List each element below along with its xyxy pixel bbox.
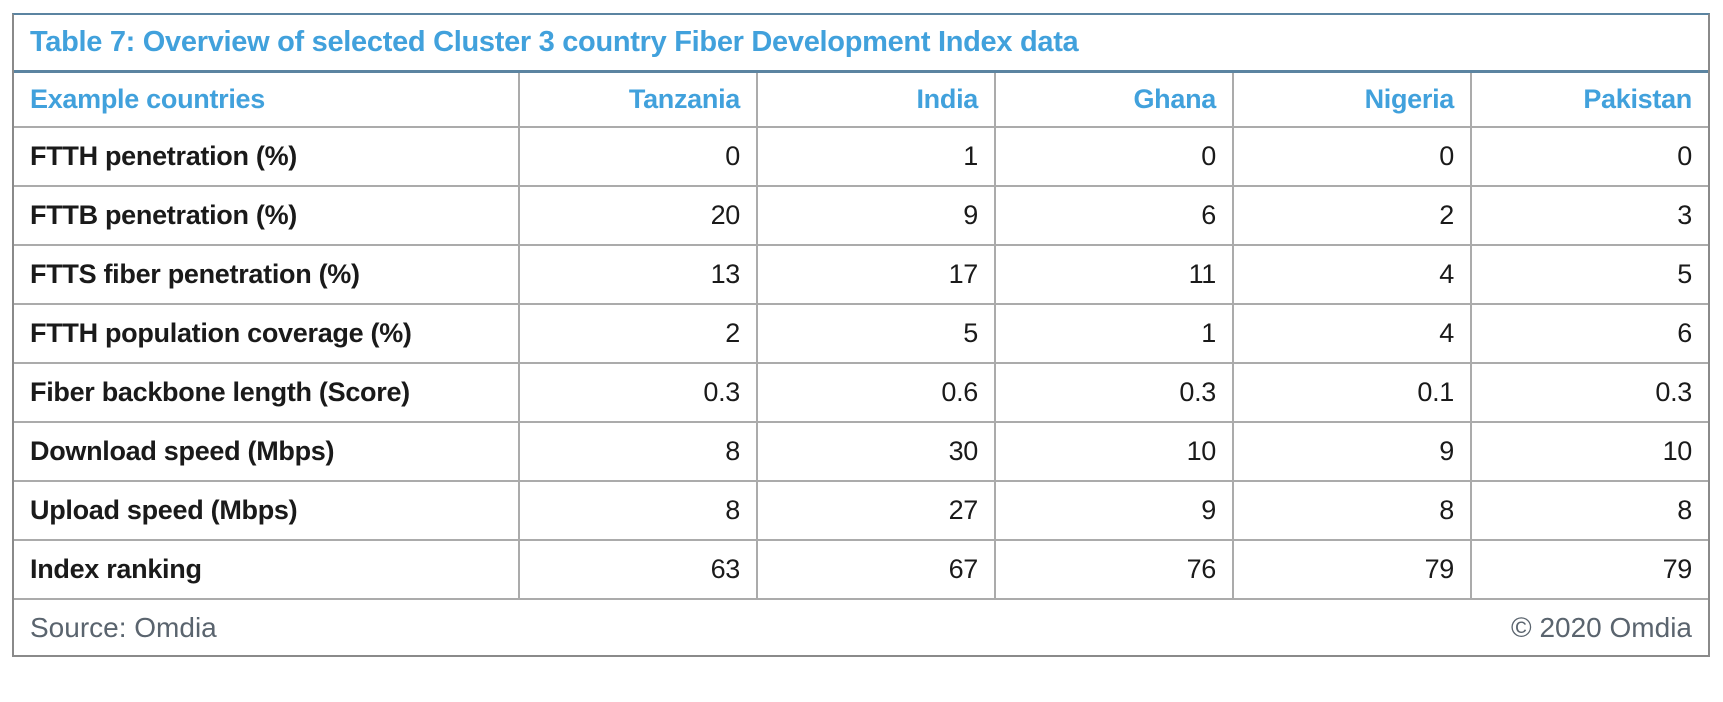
cell-value: 20 <box>518 185 756 244</box>
cell-value: 1 <box>756 126 994 185</box>
copyright-note: © 2020 Omdia <box>1511 611 1692 643</box>
cell-value: 8 <box>1232 480 1470 539</box>
cell-value: 27 <box>756 480 994 539</box>
cell-value: 9 <box>756 185 994 244</box>
row-label-ftth-population-coverage: FTTH population coverage (%) <box>14 303 518 362</box>
cell-value: 9 <box>1232 421 1470 480</box>
cell-value: 1 <box>994 303 1232 362</box>
cell-value: 8 <box>1470 480 1708 539</box>
cell-value: 11 <box>994 244 1232 303</box>
cell-value: 0.3 <box>994 362 1232 421</box>
cell-value: 0 <box>518 126 756 185</box>
table-grid: Example countries Tanzania India Ghana N… <box>14 73 1708 598</box>
table-footer: Source: Omdia © 2020 Omdia <box>14 598 1708 655</box>
cell-value: 10 <box>994 421 1232 480</box>
row-label-upload-speed: Upload speed (Mbps) <box>14 480 518 539</box>
row-label-index-ranking: Index ranking <box>14 539 518 598</box>
cell-value: 0.3 <box>518 362 756 421</box>
cell-value: 0.1 <box>1232 362 1470 421</box>
cell-value: 0 <box>1232 126 1470 185</box>
row-label-download-speed: Download speed (Mbps) <box>14 421 518 480</box>
cell-value: 4 <box>1232 244 1470 303</box>
fiber-development-index-table: Table 7: Overview of selected Cluster 3 … <box>12 13 1710 657</box>
cell-value: 8 <box>518 421 756 480</box>
cell-value: 79 <box>1470 539 1708 598</box>
cell-value: 0 <box>994 126 1232 185</box>
cell-value: 6 <box>1470 303 1708 362</box>
cell-value: 4 <box>1232 303 1470 362</box>
cell-value: 0.6 <box>756 362 994 421</box>
cell-value: 0 <box>1470 126 1708 185</box>
row-label-ftth-penetration: FTTH penetration (%) <box>14 126 518 185</box>
cell-value: 79 <box>1232 539 1470 598</box>
cell-value: 67 <box>756 539 994 598</box>
column-header-tanzania: Tanzania <box>518 73 756 126</box>
column-header-example-countries: Example countries <box>30 84 265 114</box>
cell-value: 13 <box>518 244 756 303</box>
row-label-fttb-penetration: FTTB penetration (%) <box>14 185 518 244</box>
cell-value: 5 <box>1470 244 1708 303</box>
column-header-pakistan: Pakistan <box>1470 73 1708 126</box>
column-header-india: India <box>756 73 994 126</box>
cell-value: 9 <box>994 480 1232 539</box>
cell-value: 30 <box>756 421 994 480</box>
cell-value: 2 <box>518 303 756 362</box>
row-label-fiber-backbone-length: Fiber backbone length (Score) <box>14 362 518 421</box>
cell-value: 8 <box>518 480 756 539</box>
cell-value: 17 <box>756 244 994 303</box>
cell-value: 63 <box>518 539 756 598</box>
cell-value: 10 <box>1470 421 1708 480</box>
cell-value: 76 <box>994 539 1232 598</box>
column-header-ghana: Ghana <box>994 73 1232 126</box>
cell-value: 6 <box>994 185 1232 244</box>
table-title: Table 7: Overview of selected Cluster 3 … <box>14 15 1708 73</box>
source-note: Source: Omdia <box>30 611 217 643</box>
column-header-nigeria: Nigeria <box>1232 73 1470 126</box>
cell-value: 2 <box>1232 185 1470 244</box>
cell-value: 3 <box>1470 185 1708 244</box>
cell-value: 0.3 <box>1470 362 1708 421</box>
row-label-ftts-fiber-penetration: FTTS fiber penetration (%) <box>14 244 518 303</box>
cell-value: 5 <box>756 303 994 362</box>
